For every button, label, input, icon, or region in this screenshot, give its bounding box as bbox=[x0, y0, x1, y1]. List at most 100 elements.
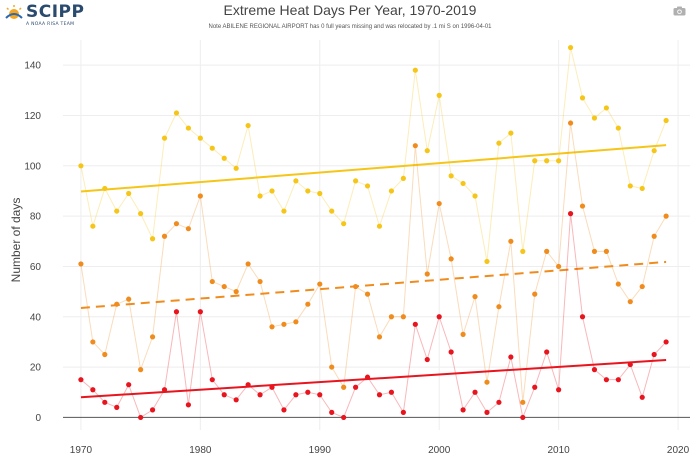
camera-icon[interactable] bbox=[673, 6, 686, 16]
data-point-2 bbox=[424, 356, 430, 363]
data-point-0 bbox=[353, 178, 359, 184]
data-point-1 bbox=[579, 203, 586, 209]
data-point-2 bbox=[138, 414, 144, 421]
data-point-1 bbox=[472, 294, 478, 300]
data-point-0 bbox=[233, 165, 239, 171]
data-point-0 bbox=[496, 140, 502, 146]
data-point-0 bbox=[197, 135, 203, 141]
data-point-0 bbox=[448, 173, 454, 179]
data-point-1 bbox=[496, 304, 502, 310]
data-point-0 bbox=[579, 95, 586, 101]
y-tick-label: 120 bbox=[24, 111, 41, 122]
data-point-2 bbox=[293, 392, 299, 398]
scipp-logo: SCIPP A NOAA RISA TEAM bbox=[4, 2, 90, 36]
data-point-1 bbox=[269, 324, 275, 330]
data-point-1 bbox=[353, 283, 359, 290]
data-point-1 bbox=[305, 301, 311, 307]
data-point-0 bbox=[436, 92, 442, 98]
data-point-2 bbox=[448, 349, 454, 355]
data-point-1 bbox=[114, 301, 120, 307]
data-point-1 bbox=[567, 120, 574, 126]
data-point-2 bbox=[364, 374, 371, 380]
data-point-0 bbox=[484, 258, 490, 265]
data-point-1 bbox=[520, 399, 526, 405]
trend-line-1 bbox=[80, 260, 667, 309]
data-point-1 bbox=[556, 263, 562, 270]
data-point-2 bbox=[663, 339, 669, 345]
x-tick-label: 2000 bbox=[428, 445, 451, 456]
data-point-0 bbox=[412, 67, 418, 73]
data-point-1 bbox=[376, 334, 383, 340]
data-point-0 bbox=[138, 211, 144, 217]
data-point-1 bbox=[615, 281, 621, 287]
series-line-0 bbox=[80, 47, 667, 262]
data-point-1 bbox=[341, 384, 347, 390]
chart-title: Extreme Heat Days Per Year, 1970-2019 bbox=[223, 2, 477, 18]
data-point-2 bbox=[353, 384, 359, 390]
data-point-0 bbox=[90, 223, 96, 229]
data-point-0 bbox=[293, 178, 299, 184]
data-point-1 bbox=[173, 221, 180, 227]
data-point-1 bbox=[508, 238, 514, 244]
data-point-1 bbox=[90, 339, 96, 345]
logo-tagline: A NOAA RISA TEAM bbox=[26, 22, 75, 27]
data-point-0 bbox=[460, 180, 466, 187]
data-point-0 bbox=[173, 110, 180, 116]
x-tick-label: 2020 bbox=[667, 445, 690, 456]
data-point-1 bbox=[161, 233, 168, 239]
y-tick-label: 40 bbox=[30, 312, 42, 323]
data-point-1 bbox=[138, 367, 144, 373]
data-point-2 bbox=[305, 389, 311, 395]
data-point-2 bbox=[627, 361, 633, 368]
y-tick-label: 60 bbox=[30, 262, 42, 273]
data-point-2 bbox=[651, 351, 657, 358]
station-note: Note ABILENE REGIONAL AIRPORT has 0 full… bbox=[208, 24, 492, 30]
data-point-0 bbox=[305, 188, 311, 194]
data-point-0 bbox=[556, 158, 562, 164]
data-point-0 bbox=[102, 185, 108, 192]
data-point-1 bbox=[329, 364, 335, 370]
data-point-2 bbox=[436, 314, 442, 320]
data-point-0 bbox=[627, 183, 633, 189]
data-point-2 bbox=[460, 407, 466, 413]
data-point-0 bbox=[114, 208, 120, 214]
y-tick-label: 80 bbox=[30, 212, 42, 223]
data-point-1 bbox=[281, 321, 287, 327]
data-point-1 bbox=[209, 278, 215, 285]
data-point-2 bbox=[90, 387, 96, 393]
data-point-2 bbox=[388, 389, 395, 395]
data-point-0 bbox=[532, 158, 538, 164]
data-point-0 bbox=[185, 125, 191, 131]
data-point-2 bbox=[173, 309, 180, 315]
data-point-2 bbox=[161, 387, 168, 393]
data-point-2 bbox=[317, 392, 323, 398]
data-point-0 bbox=[508, 130, 514, 136]
data-point-2 bbox=[197, 309, 203, 315]
y-tick-label: 100 bbox=[24, 161, 41, 172]
data-point-0 bbox=[615, 125, 621, 131]
data-point-1 bbox=[400, 314, 406, 320]
data-point-2 bbox=[376, 392, 383, 398]
data-point-0 bbox=[269, 188, 275, 194]
data-point-1 bbox=[484, 379, 490, 385]
data-point-2 bbox=[102, 399, 108, 405]
data-point-2 bbox=[520, 414, 526, 421]
data-point-2 bbox=[233, 397, 239, 403]
data-point-1 bbox=[412, 143, 418, 149]
data-point-0 bbox=[221, 155, 227, 161]
data-point-1 bbox=[603, 248, 610, 254]
data-point-2 bbox=[496, 399, 502, 405]
x-tick-label: 2010 bbox=[548, 445, 571, 456]
data-point-1 bbox=[185, 226, 191, 232]
data-point-1 bbox=[544, 248, 550, 254]
data-point-2 bbox=[615, 377, 621, 383]
data-point-1 bbox=[448, 256, 454, 262]
y-axis-label: Number of days bbox=[9, 198, 23, 283]
data-point-1 bbox=[245, 261, 251, 267]
data-point-0 bbox=[281, 208, 287, 214]
data-point-1 bbox=[197, 193, 203, 199]
data-point-1 bbox=[102, 351, 108, 358]
data-point-0 bbox=[567, 44, 574, 51]
data-point-0 bbox=[209, 145, 215, 151]
data-point-2 bbox=[472, 389, 478, 395]
